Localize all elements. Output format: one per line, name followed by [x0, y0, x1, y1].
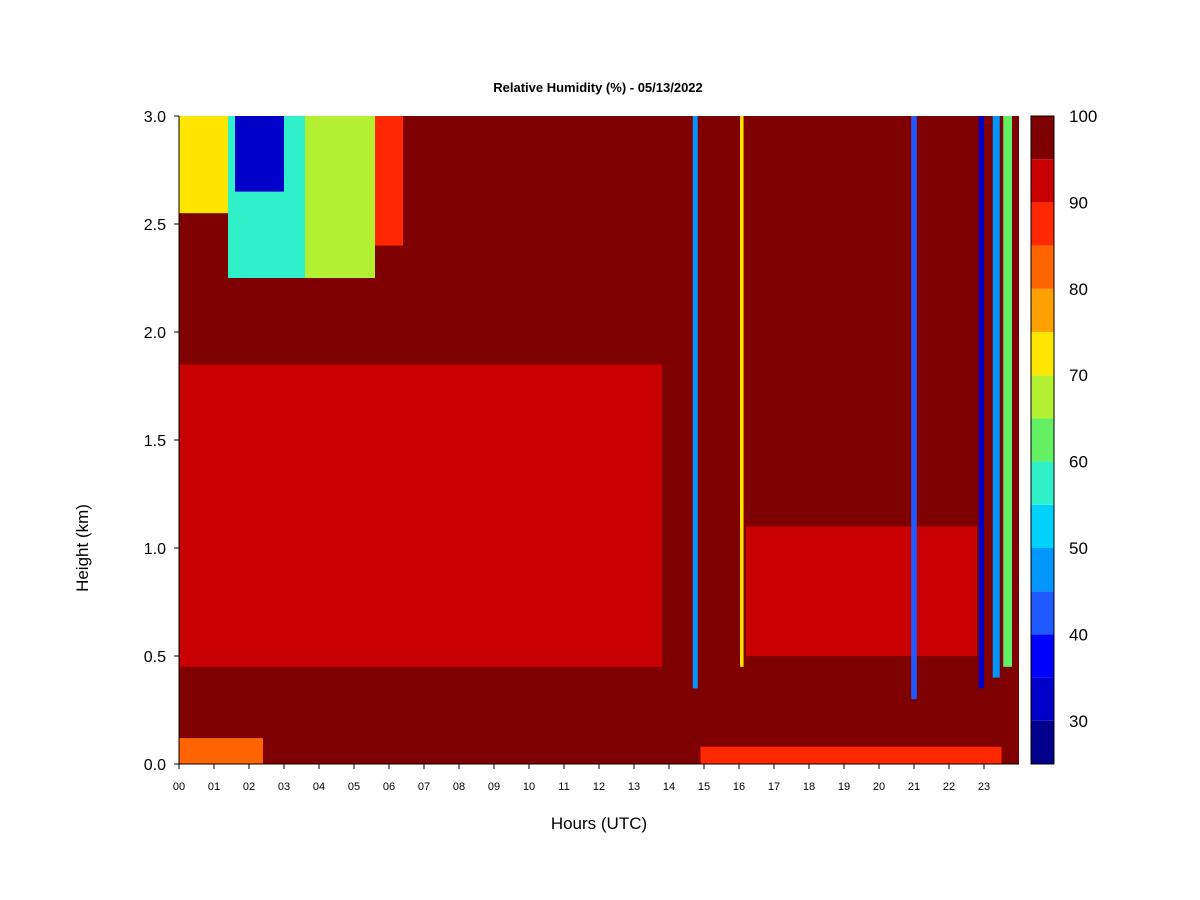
x-tick-label: 05 [348, 781, 360, 793]
y-tick-label: 1.5 [144, 433, 166, 450]
colorbar-tick-label: 70 [1069, 366, 1088, 385]
colorbar-tick-label: 90 [1069, 193, 1088, 212]
heatmap-cell [911, 116, 917, 700]
heatmap-cell [375, 116, 403, 246]
colorbar-swatch [1031, 332, 1054, 376]
colorbar-swatch [1031, 720, 1054, 764]
heatmap-cell [179, 116, 228, 214]
x-tick-label: 03 [278, 781, 290, 793]
x-tick-label: 17 [768, 781, 780, 793]
y-tick-label: 0.0 [144, 757, 166, 774]
x-tick-label: 10 [523, 781, 535, 793]
heatmap-cell [700, 746, 1002, 764]
x-tick-label: 21 [908, 781, 920, 793]
x-tick-label: 01 [208, 781, 220, 793]
x-tick-label: 16 [733, 781, 745, 793]
x-axis: 00 01 02 03 04 05 06 07 08 09 10 11 12 13 14 15 16 17 18 19… [173, 763, 1019, 793]
colorbar-swatch [1031, 548, 1054, 592]
colorbar-swatch [1031, 375, 1054, 419]
x-tick-label: 06 [383, 781, 395, 793]
chart-title: Relative Humidity (%) - 05/13/2022 [493, 80, 703, 95]
colorbar-swatch [1031, 116, 1054, 160]
x-tick-label: 19 [838, 781, 850, 793]
y-tick-label: 2.0 [144, 325, 166, 342]
colorbar-tick-label: 60 [1069, 453, 1088, 472]
plot-area [179, 116, 1019, 764]
y-axis-label: Height (km) [73, 504, 92, 592]
x-tick-label: 04 [313, 781, 325, 793]
heatmap-cell [1003, 116, 1012, 667]
y-tick-label: 0.5 [144, 649, 166, 666]
colorbar-tick-label: 50 [1069, 539, 1088, 558]
x-tick-label: 08 [453, 781, 465, 793]
x-tick-label: 09 [488, 781, 500, 793]
heatmap-cell [746, 526, 977, 656]
colorbar-swatch [1031, 461, 1054, 505]
colorbar-frame [1030, 115, 1055, 765]
x-tick-label: 00 [173, 781, 185, 793]
heatmap-cell [235, 116, 284, 192]
colorbar-swatch [1031, 288, 1054, 332]
colorbar-swatch [1031, 418, 1054, 462]
colorbar-swatch [1031, 504, 1054, 548]
x-tick-label: 11 [558, 781, 569, 793]
heatmap-cell [305, 116, 375, 278]
y-tick-label: 2.5 [144, 217, 166, 234]
colorbar-tick-label: 30 [1069, 712, 1088, 731]
colorbar-swatch [1031, 591, 1054, 635]
colorbar-swatch [1031, 159, 1054, 203]
colorbar-swatch [1031, 245, 1054, 289]
x-tick-label: 20 [873, 781, 885, 793]
x-tick-label: 02 [243, 781, 255, 793]
heatmap-cell [179, 364, 662, 667]
y-axis: 0.0 0.5 1.0 1.5 2.0 2.5 3.0 [144, 109, 180, 774]
colorbar-swatch [1031, 634, 1054, 678]
x-tick-label: 23 [978, 781, 990, 793]
heatmap-cell [692, 116, 698, 689]
colorbar-tick-label: 80 [1069, 280, 1088, 299]
y-tick-label: 3.0 [144, 109, 166, 126]
y-tick-label: 1.0 [144, 541, 166, 558]
x-tick-label: 22 [943, 781, 955, 793]
x-tick-label: 14 [663, 781, 675, 793]
colorbar-swatch [1031, 677, 1054, 721]
colorbar-tick-label: 100 [1069, 107, 1097, 126]
colorbar-tick-label: 40 [1069, 625, 1088, 644]
x-tick-label: 15 [698, 781, 710, 793]
heatmap-cell [179, 738, 263, 764]
x-tick-label: 13 [628, 781, 640, 793]
x-tick-label: 18 [803, 781, 815, 793]
heatmap-cell [740, 116, 744, 667]
x-axis-label: Hours (UTC) [551, 814, 647, 833]
colorbar: 30 40 50 60 70 80 90 100 [1030, 107, 1097, 765]
x-tick-label: 07 [418, 781, 430, 793]
heatmap-cell [992, 116, 1000, 678]
heatmap-cell [978, 116, 984, 689]
colorbar-swatch [1031, 202, 1054, 246]
x-tick-label: 12 [593, 781, 605, 793]
